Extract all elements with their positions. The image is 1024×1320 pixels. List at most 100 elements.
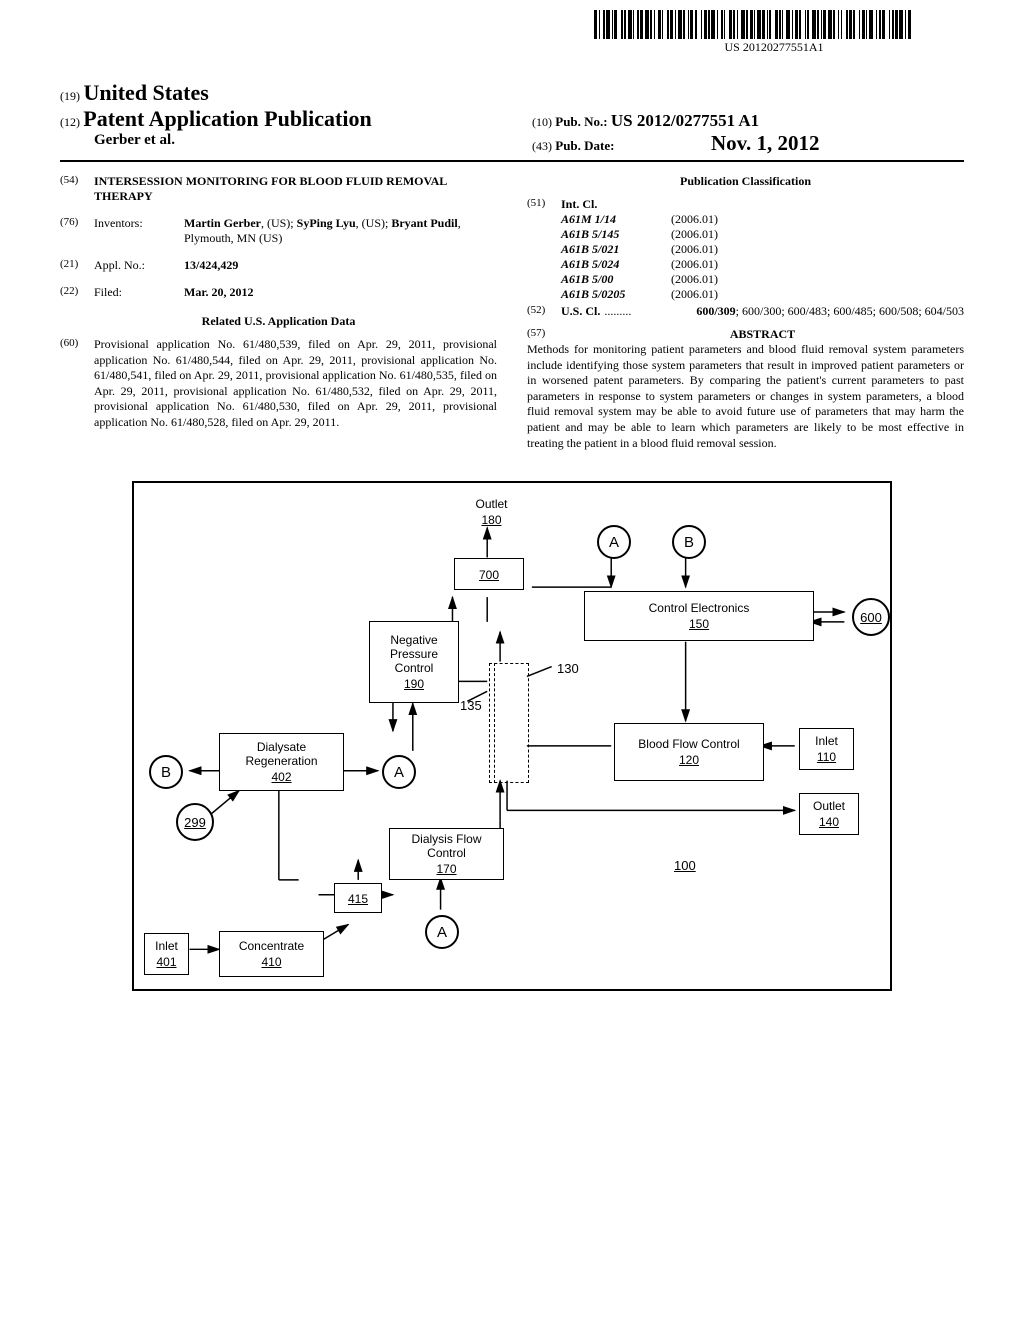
circle-b-left: B	[149, 755, 183, 789]
concentrate-label: Concentrate	[239, 939, 304, 953]
intcl-year: (2006.01)	[671, 242, 964, 257]
intcl-item: A61B 5/145(2006.01)	[561, 227, 964, 242]
outlet-140-label: Outlet	[813, 799, 845, 813]
applno-row: (21) Appl. No.: 13/424,429	[60, 258, 497, 273]
bib-right-column: Publication Classification (51) Int. Cl.…	[527, 174, 964, 451]
neg-pressure-num: 190	[404, 677, 424, 691]
dialysis-flow-num: 170	[436, 862, 456, 876]
ref-299: 299	[184, 815, 206, 830]
intcl-item: A61B 5/021(2006.01)	[561, 242, 964, 257]
bibliographic: (54) INTERSESSION MONITORING FOR BLOOD F…	[60, 174, 964, 451]
abstract-header-row: (57) ABSTRACT	[527, 327, 964, 342]
jurisdiction-name: United States	[84, 80, 209, 105]
control-electronics-label: Control Electronics	[649, 601, 750, 615]
header-right: (10) Pub. No.: US 2012/0277551 A1 (43) P…	[492, 111, 964, 156]
pubno-value: US 2012/0277551 A1	[611, 111, 759, 130]
outlet-180-label: Outlet	[475, 497, 507, 511]
intcl-item: A61B 5/00(2006.01)	[561, 272, 964, 287]
ref-700: 700	[479, 568, 499, 582]
blood-flow-box: Blood Flow Control 120	[614, 723, 764, 781]
inlet-401-box: Inlet 401	[144, 933, 189, 975]
bib-left-column: (54) INTERSESSION MONITORING FOR BLOOD F…	[60, 174, 497, 451]
doc-type: Patent Application Publication	[83, 106, 371, 131]
intcl-label: Int. Cl.	[561, 197, 964, 212]
concentrate-num: 410	[261, 955, 281, 969]
inlet-110-label: Inlet	[815, 734, 838, 748]
ref-130-label: 130	[557, 661, 579, 676]
abstract-header: ABSTRACT	[561, 327, 964, 342]
circle-a-bottom: A	[425, 915, 459, 949]
inventors-value: Martin Gerber, (US); SyPing Lyu, (US); B…	[184, 216, 497, 246]
filed-label: Filed:	[94, 285, 184, 300]
filed-row: (22) Filed: Mar. 20, 2012	[60, 285, 497, 300]
pubno-code: (10)	[532, 115, 552, 129]
inlet-110-box: Inlet 110	[799, 728, 854, 770]
dialysis-flow-box: Dialysis Flow Control 170	[389, 828, 504, 880]
ref-415: 415	[348, 892, 368, 906]
uscl-row: (52) U.S. Cl. ......... 600/309; 600/300…	[527, 304, 964, 319]
dialysis-flow-label: Dialysis Flow Control	[394, 832, 499, 860]
pubdate-code: (43)	[532, 139, 552, 153]
header-divider	[60, 160, 964, 162]
uscl-value: 600/309; 600/300; 600/483; 600/485; 600/…	[635, 304, 964, 319]
abstract-text: Methods for monitoring patient parameter…	[527, 342, 964, 451]
intcl-year: (2006.01)	[671, 212, 964, 227]
section52-code: (52)	[527, 304, 561, 319]
control-electronics-num: 150	[689, 617, 709, 631]
ref-415-box: 415	[334, 883, 382, 913]
header-left: (12) Patent Application Publication Gerb…	[60, 106, 492, 149]
intcl-code: A61B 5/145	[561, 227, 671, 242]
provisional-text: Provisional application No. 61/480,539, …	[94, 337, 497, 431]
jurisdiction-code: (19)	[60, 89, 80, 103]
jurisdiction-line: (19) United States	[60, 80, 964, 106]
section54-code: (54)	[60, 174, 94, 204]
applno-value: 13/424,429	[184, 258, 497, 273]
neg-pressure-label: Negative Pressure Control	[374, 633, 454, 675]
circle-b-top: B	[672, 525, 706, 559]
intcl-year: (2006.01)	[671, 287, 964, 302]
inventors-label: Inventors:	[94, 216, 184, 246]
related-apps-header: Related U.S. Application Data	[60, 314, 497, 329]
uscl-content: U.S. Cl. ......... 600/309; 600/300; 600…	[561, 304, 964, 319]
outlet-140-box: Outlet 140	[799, 793, 859, 835]
uscl-label: U.S. Cl.	[561, 304, 600, 319]
intcl-code: A61B 5/0205	[561, 287, 671, 302]
intcl-code: A61B 5/021	[561, 242, 671, 257]
invention-title: INTERSESSION MONITORING FOR BLOOD FLUID …	[94, 174, 497, 204]
ref-100: 100	[674, 858, 696, 873]
barcode-number: US 20120277551A1	[724, 40, 823, 55]
intcl-code: A61M 1/14	[561, 212, 671, 227]
intcl-item: A61B 5/024(2006.01)	[561, 257, 964, 272]
circle-a-middle: A	[382, 755, 416, 789]
circle-299: 299	[176, 803, 214, 841]
section21-code: (21)	[60, 258, 94, 273]
intcl-content: Int. Cl. A61M 1/14(2006.01) A61B 5/145(2…	[561, 197, 964, 302]
intcl-item: A61B 5/0205(2006.01)	[561, 287, 964, 302]
pubno-label: Pub. No.:	[555, 114, 607, 129]
pubdate-label: Pub. Date:	[555, 138, 614, 153]
intcl-code: A61B 5/00	[561, 272, 671, 287]
dialysate-regen-label: Dialysate Regeneration	[224, 740, 339, 768]
doc-type-code: (12)	[60, 115, 80, 129]
section22-code: (22)	[60, 285, 94, 300]
outlet-180-box: Outlet 180	[464, 493, 519, 531]
barcode-bars	[594, 10, 954, 39]
filed-value: Mar. 20, 2012	[184, 285, 497, 300]
neg-pressure-box: Negative Pressure Control 190	[369, 621, 459, 703]
intcl-year: (2006.01)	[671, 257, 964, 272]
ref-135-label: 135	[460, 698, 482, 713]
section57-code: (57)	[527, 327, 561, 342]
intcl-item: A61M 1/14(2006.01)	[561, 212, 964, 227]
header: (19) United States (12) Patent Applicati…	[60, 80, 964, 156]
ref-700-box: 700	[454, 558, 524, 590]
ref-600: 600	[860, 610, 882, 625]
pubdate-value: Nov. 1, 2012	[711, 131, 820, 155]
inlet-110-num: 110	[817, 750, 836, 764]
intcl-code: A61B 5/024	[561, 257, 671, 272]
classification-header: Publication Classification	[527, 174, 964, 189]
inlet-401-num: 401	[156, 955, 176, 969]
applno-label: Appl. No.:	[94, 258, 184, 273]
title-row: (54) INTERSESSION MONITORING FOR BLOOD F…	[60, 174, 497, 204]
section51-code: (51)	[527, 197, 561, 302]
dialysate-regen-num: 402	[271, 770, 291, 784]
